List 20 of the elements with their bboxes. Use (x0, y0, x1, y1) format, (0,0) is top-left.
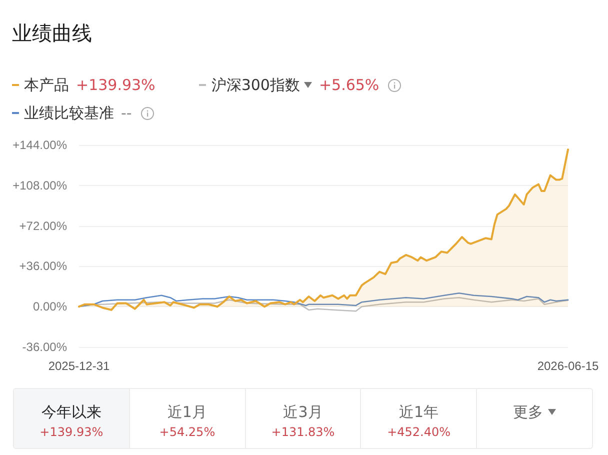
y-tick-label: 0.00% (32, 300, 68, 314)
y-tick-label: +144.00% (12, 138, 68, 152)
x-tick-label: 2025-12-31 (48, 359, 110, 373)
legend-label: 沪深300指数 (211, 76, 300, 94)
legend-label: 业绩比较基准 (24, 104, 114, 122)
text: 更多 (513, 402, 544, 422)
text: 今年以来 +139.93% (40, 402, 104, 440)
text: 近1年 +452.40% (387, 402, 451, 440)
text: +139.93% (76, 76, 156, 94)
y-tick-label: +36.00% (19, 259, 68, 274)
text: 近3月 +131.83% (271, 402, 335, 440)
y-tick-label: -36.00% (22, 340, 68, 354)
text: +5.65% (318, 76, 380, 94)
y-tick-label: +72.00% (19, 218, 68, 233)
x-tick-label: 2026-06-15 (537, 359, 600, 373)
text: -- (121, 104, 132, 122)
y-tick-label: +108.00% (12, 178, 68, 192)
legend-label: 本产品 (24, 76, 69, 94)
text: 近1月 +54.25% (159, 402, 216, 440)
chart-title: 业绩曲线 (12, 20, 92, 46)
